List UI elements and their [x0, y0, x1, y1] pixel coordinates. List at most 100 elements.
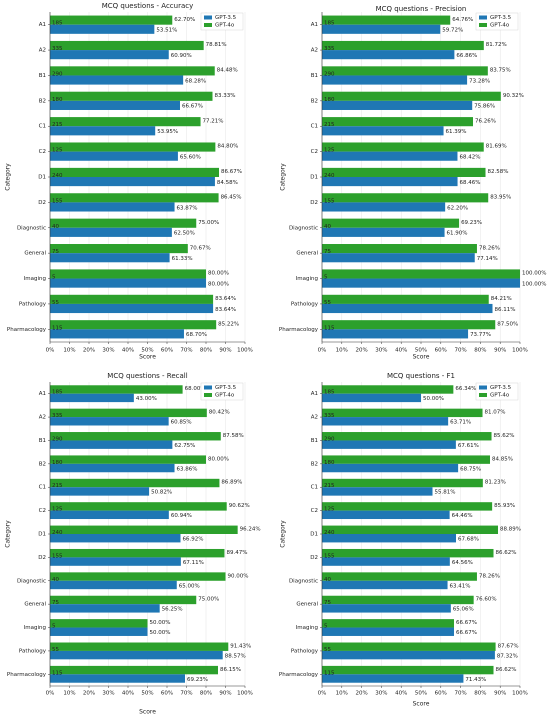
value-label: 81.23%	[485, 480, 506, 486]
value-label: 86.62%	[496, 550, 517, 556]
bar	[50, 66, 215, 76]
legend-swatch	[204, 393, 212, 397]
x-tick-label: 100%	[237, 691, 253, 697]
bar	[50, 385, 183, 394]
bar	[322, 650, 495, 660]
bar	[50, 142, 216, 152]
value-label: 80.00%	[208, 456, 229, 462]
x-tick-label: 50%	[415, 348, 427, 354]
x-tick-label: 60%	[435, 348, 447, 354]
x-tick-label: 10%	[336, 691, 348, 697]
bar	[50, 75, 184, 85]
count-label: 40	[324, 577, 331, 583]
y-tick-label: Pathology	[291, 301, 319, 307]
value-label: 65.06%	[453, 607, 474, 613]
bar	[50, 487, 150, 496]
value-label: 100.00%	[522, 271, 546, 277]
bar	[50, 408, 207, 418]
x-tick-label: 60%	[161, 691, 173, 697]
value-label: 76.60%	[476, 597, 497, 603]
value-label: 78.26%	[479, 245, 500, 251]
count-label: 5	[324, 275, 328, 281]
value-label: 91.43%	[230, 643, 251, 649]
bar	[50, 432, 221, 441]
value-label: 66.92%	[182, 537, 203, 543]
value-label: 86.62%	[496, 667, 517, 673]
count-label: 40	[52, 577, 59, 583]
y-tick-label: Diagnostic	[289, 225, 318, 231]
count-label: 115	[52, 325, 63, 331]
y-tick-label: A1	[39, 22, 46, 28]
bar	[322, 75, 468, 85]
value-label: 66.67%	[456, 620, 477, 626]
bar	[322, 408, 483, 418]
y-tick-label: Imaging	[296, 625, 318, 631]
subplot: MCQ questions - F1 Score Category 0% 10% 20% 3…	[279, 372, 528, 708]
x-tick-label: 40%	[122, 348, 134, 354]
value-label: 86.11%	[494, 307, 515, 313]
y-tick-label: A1	[39, 391, 46, 397]
bar	[322, 167, 486, 177]
x-tick-label: 100%	[512, 691, 528, 697]
bar	[50, 455, 206, 464]
count-label: 215	[324, 122, 335, 128]
count-label: 125	[324, 148, 335, 154]
y-axis-label: Category	[280, 520, 287, 548]
value-label: 65.60%	[180, 154, 201, 160]
value-label: 66.86%	[456, 53, 477, 59]
y-tick-label: D2	[310, 200, 318, 206]
bar	[322, 440, 456, 449]
bar	[322, 269, 520, 279]
legend-swatch	[479, 385, 487, 390]
count-label: 55	[324, 647, 331, 653]
count-label: 155	[52, 553, 63, 559]
y-tick-label: B2	[311, 461, 318, 467]
value-label: 43.00%	[136, 396, 157, 402]
y-tick-label: B1	[39, 73, 46, 79]
bar	[50, 294, 214, 304]
bar	[50, 548, 225, 558]
value-label: 75.00%	[198, 597, 219, 603]
bar	[322, 117, 473, 127]
count-label: 40	[324, 224, 331, 230]
bar	[50, 193, 219, 203]
value-label: 87.67%	[498, 643, 519, 649]
value-label: 84.21%	[491, 296, 512, 302]
value-label: 86.89%	[221, 480, 242, 486]
bar	[322, 244, 477, 254]
count-label: 240	[324, 530, 335, 536]
bar	[50, 269, 206, 279]
y-tick-label: Pathology	[291, 648, 319, 654]
y-tick-label: Diagnostic	[17, 225, 46, 231]
y-tick-label: C2	[311, 149, 318, 155]
x-tick-label: 80%	[200, 348, 212, 354]
bar	[50, 393, 134, 403]
bar	[50, 534, 181, 543]
bar	[50, 463, 175, 473]
x-tick-label: 0%	[46, 348, 55, 354]
count-label: 115	[324, 325, 335, 331]
value-label: 90.62%	[229, 503, 250, 509]
value-label: 50.00%	[423, 396, 444, 402]
value-label: 50.00%	[150, 630, 171, 636]
x-tick-label: 20%	[83, 348, 95, 354]
value-label: 78.81%	[206, 42, 227, 48]
value-label: 53.95%	[157, 129, 178, 135]
value-label: 64.76%	[452, 17, 473, 23]
bar	[322, 50, 455, 60]
bar	[322, 320, 496, 330]
y-tick-label: Imaging	[24, 625, 46, 631]
x-tick-label: 60%	[161, 348, 173, 354]
bar	[50, 177, 215, 187]
y-tick-label: B1	[39, 438, 46, 444]
y-tick-label: General	[24, 251, 46, 257]
count-label: 215	[52, 122, 63, 128]
value-label: 69.23%	[461, 220, 482, 226]
subplot: MCQ questions - Recall Score Category 0% 10%…	[5, 372, 261, 716]
x-tick-label: 40%	[395, 348, 407, 354]
count-label: 155	[52, 198, 63, 204]
value-label: 55.81%	[435, 490, 456, 496]
bar	[50, 227, 172, 237]
count-label: 240	[52, 173, 63, 179]
bar	[322, 303, 493, 314]
